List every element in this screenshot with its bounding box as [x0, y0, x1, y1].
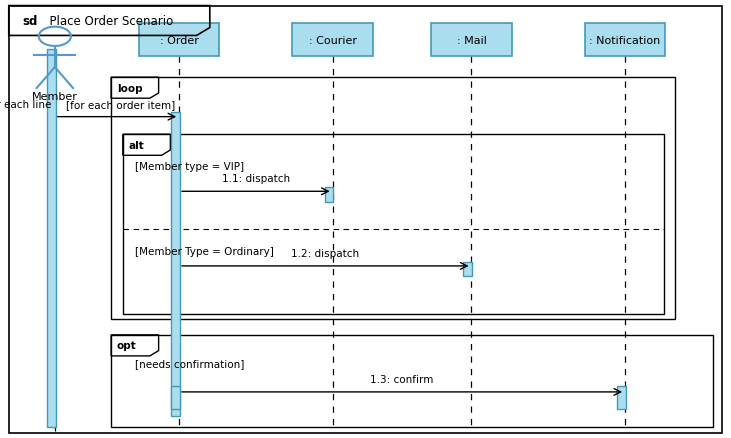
- Bar: [111, 335, 713, 427]
- Text: 1: For each line: 1: For each line: [0, 99, 51, 110]
- Text: sd: sd: [22, 15, 37, 28]
- Bar: [171, 113, 180, 416]
- Text: [for each order item]: [for each order item]: [66, 99, 175, 110]
- Bar: [123, 135, 664, 314]
- Text: alt: alt: [129, 141, 145, 150]
- Text: : Courier: : Courier: [308, 35, 357, 46]
- Text: : Notification: : Notification: [589, 35, 661, 46]
- Text: loop: loop: [117, 84, 143, 93]
- Text: [Member Type = Ordinary]: [Member Type = Ordinary]: [135, 246, 274, 256]
- Bar: [171, 386, 180, 410]
- Text: opt: opt: [117, 341, 137, 350]
- Text: Place Order Scenario: Place Order Scenario: [42, 15, 174, 28]
- Text: 1.2: dispatch: 1.2: dispatch: [291, 248, 360, 258]
- Bar: [617, 386, 626, 410]
- Text: [needs confirmation]: [needs confirmation]: [135, 358, 245, 368]
- Text: [Member type = VIP]: [Member type = VIP]: [135, 161, 244, 171]
- Bar: [585, 24, 665, 57]
- Bar: [325, 187, 333, 202]
- Bar: [463, 262, 472, 277]
- Text: 1.3: confirm: 1.3: confirm: [371, 374, 433, 384]
- Text: 1.1: dispatch: 1.1: dispatch: [221, 174, 290, 184]
- Text: : Order: : Order: [159, 35, 199, 46]
- Bar: [111, 78, 675, 319]
- Text: Member: Member: [32, 92, 77, 102]
- Bar: [431, 24, 512, 57]
- Bar: [292, 24, 373, 57]
- Bar: [139, 24, 219, 57]
- Text: : Mail: : Mail: [457, 35, 486, 46]
- Bar: [47, 50, 56, 427]
